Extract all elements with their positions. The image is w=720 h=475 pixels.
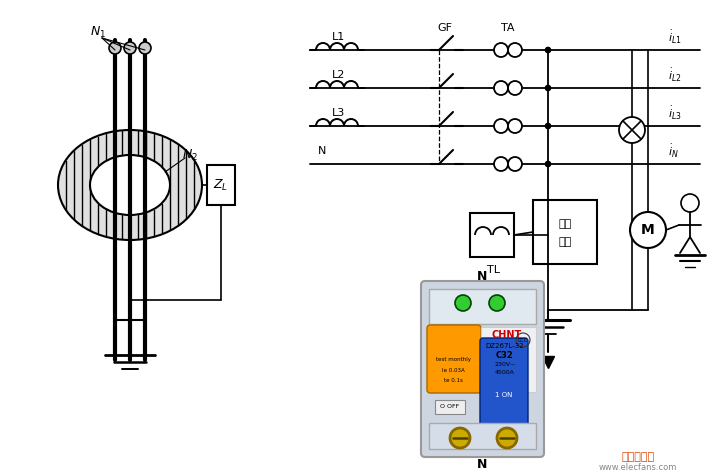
Bar bbox=[533, 200, 597, 264]
Bar bbox=[429, 289, 536, 324]
Circle shape bbox=[508, 119, 522, 133]
Text: TL: TL bbox=[487, 265, 500, 275]
Text: O OFF: O OFF bbox=[441, 405, 459, 409]
Text: GF: GF bbox=[438, 23, 452, 33]
Ellipse shape bbox=[90, 155, 170, 215]
Text: 4500A: 4500A bbox=[495, 370, 515, 376]
Bar bbox=[435, 400, 465, 414]
Circle shape bbox=[450, 428, 470, 448]
Text: $\dot{i}_{L2}$: $\dot{i}_{L2}$ bbox=[668, 66, 682, 84]
Text: $Z_L$: $Z_L$ bbox=[213, 178, 228, 192]
Ellipse shape bbox=[58, 130, 202, 240]
Text: CHNT: CHNT bbox=[492, 330, 522, 340]
Text: 环节: 环节 bbox=[559, 237, 572, 247]
Text: 230V~: 230V~ bbox=[495, 362, 516, 368]
Circle shape bbox=[494, 81, 508, 95]
Circle shape bbox=[494, 157, 508, 171]
Circle shape bbox=[494, 119, 508, 133]
Circle shape bbox=[508, 43, 522, 57]
Circle shape bbox=[630, 212, 666, 248]
Text: M: M bbox=[641, 223, 655, 237]
FancyBboxPatch shape bbox=[427, 325, 481, 393]
FancyBboxPatch shape bbox=[421, 281, 544, 457]
Text: 1 ON: 1 ON bbox=[495, 392, 513, 398]
Bar bbox=[207, 165, 235, 205]
Circle shape bbox=[455, 295, 471, 311]
Text: www.elecfans.com: www.elecfans.com bbox=[599, 464, 678, 473]
Text: $N_2$: $N_2$ bbox=[182, 147, 198, 162]
Circle shape bbox=[681, 194, 699, 212]
Circle shape bbox=[546, 86, 551, 91]
Text: te 0.1s: te 0.1s bbox=[444, 378, 462, 382]
Text: N: N bbox=[318, 146, 326, 156]
Text: L3: L3 bbox=[332, 108, 346, 118]
Text: $N_1$: $N_1$ bbox=[90, 24, 106, 39]
Circle shape bbox=[546, 162, 551, 167]
Circle shape bbox=[619, 117, 645, 143]
FancyBboxPatch shape bbox=[480, 338, 528, 436]
Circle shape bbox=[494, 43, 508, 57]
Text: $\dot{i}_{L3}$: $\dot{i}_{L3}$ bbox=[668, 104, 682, 122]
Circle shape bbox=[508, 157, 522, 171]
Circle shape bbox=[139, 42, 151, 54]
Text: L2: L2 bbox=[332, 70, 346, 80]
Text: 电子发烧友: 电子发烧友 bbox=[621, 452, 654, 462]
Text: C32: C32 bbox=[496, 352, 514, 361]
Text: $\dot{i}_N$: $\dot{i}_N$ bbox=[668, 142, 679, 160]
Text: 中间: 中间 bbox=[559, 219, 572, 229]
Circle shape bbox=[546, 48, 551, 53]
Text: TA: TA bbox=[501, 23, 515, 33]
Bar bbox=[470, 213, 514, 257]
Text: test monthly: test monthly bbox=[436, 358, 470, 362]
Circle shape bbox=[497, 428, 517, 448]
Text: DZ267L-32: DZ267L-32 bbox=[486, 343, 524, 349]
Text: CCC: CCC bbox=[518, 338, 528, 342]
Bar bbox=[481, 327, 536, 392]
Text: $\dot{i}_{L1}$: $\dot{i}_{L1}$ bbox=[668, 28, 682, 46]
Text: L1: L1 bbox=[332, 32, 346, 42]
Bar bbox=[429, 423, 536, 449]
Circle shape bbox=[546, 124, 551, 129]
Circle shape bbox=[508, 81, 522, 95]
Circle shape bbox=[489, 295, 505, 311]
Text: Ie 0.03A: Ie 0.03A bbox=[441, 368, 464, 372]
Text: N: N bbox=[477, 269, 487, 283]
Circle shape bbox=[124, 42, 136, 54]
Circle shape bbox=[109, 42, 121, 54]
Text: N: N bbox=[477, 457, 487, 471]
